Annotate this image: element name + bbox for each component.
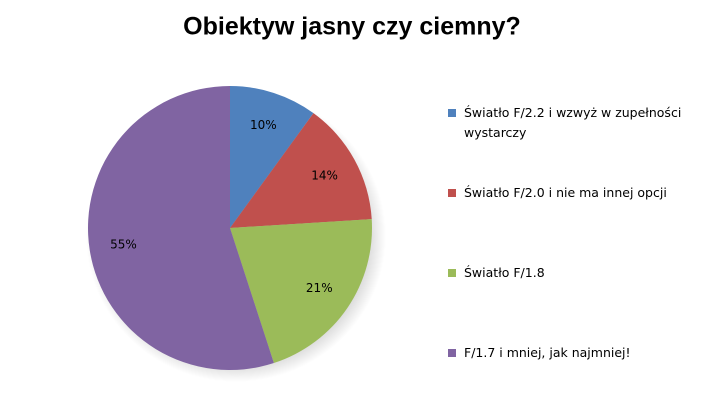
legend-swatch bbox=[448, 269, 456, 277]
legend-label: Światło F/2.2 i wzwyż w zupełności wysta… bbox=[464, 105, 682, 140]
pie-slice bbox=[230, 86, 314, 228]
pie-slice bbox=[230, 113, 372, 228]
data-label: 14% bbox=[311, 169, 338, 183]
legend-item: Światło F/2.2 i wzwyż w zupełności wysta… bbox=[448, 103, 688, 143]
data-label: 55% bbox=[110, 237, 137, 251]
legend-label: Światło F/2.0 i nie ma innej opcji bbox=[464, 185, 667, 200]
data-label: 21% bbox=[306, 281, 333, 295]
legend-swatch bbox=[448, 109, 456, 117]
legend-swatch bbox=[448, 349, 456, 357]
legend-item: Światło F/1.8 bbox=[448, 263, 688, 283]
pie-slice bbox=[87, 86, 274, 370]
pie-slice bbox=[230, 219, 372, 364]
legend-item: Światło F/2.0 i nie ma innej opcji bbox=[448, 183, 688, 203]
legend-item: F/1.7 i mniej, jak najmniej! bbox=[448, 343, 688, 363]
legend-label: F/1.7 i mniej, jak najmniej! bbox=[464, 345, 631, 360]
legend-label: Światło F/1.8 bbox=[464, 265, 545, 280]
data-label: 10% bbox=[250, 118, 277, 132]
chart-title: Obiektyw jasny czy ciemny? bbox=[183, 13, 521, 41]
legend-swatch bbox=[448, 189, 456, 197]
